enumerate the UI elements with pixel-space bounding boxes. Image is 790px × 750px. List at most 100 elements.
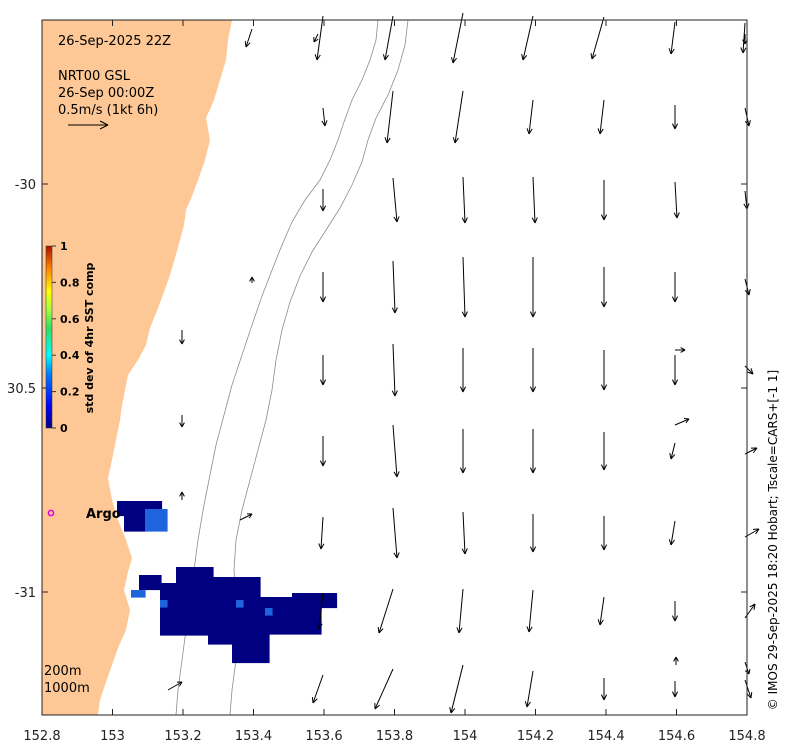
sst-pixel — [247, 633, 255, 641]
current-arrow — [600, 432, 608, 471]
sst-pixel — [238, 607, 246, 615]
sst-pixel — [245, 607, 254, 615]
sst-pixel — [208, 607, 216, 615]
current-arrow — [671, 681, 679, 698]
sst-pixel — [232, 633, 240, 641]
colorbar-tick-label: 1 — [60, 240, 68, 253]
sst-pixel — [208, 577, 216, 585]
sst-pixel — [152, 524, 161, 532]
current-arrow — [743, 190, 750, 210]
product-time-label: 26-Sep 00:00Z — [58, 86, 154, 101]
current-arrow — [451, 12, 464, 64]
y-axis: -30 30.5 -31 — [7, 178, 747, 601]
sst-pixel — [124, 501, 133, 509]
sst-pixel — [167, 598, 176, 606]
current-arrow — [461, 511, 468, 555]
sst-pixel — [261, 627, 270, 635]
sst-pixel — [183, 567, 192, 575]
sst-pixel — [322, 600, 330, 609]
sst-pixel — [139, 509, 147, 517]
sst-pixel — [291, 612, 300, 620]
sst-pixel — [245, 622, 254, 630]
x-tick-label: 152.8 — [23, 729, 60, 744]
current-arrow — [529, 257, 537, 318]
sst-pixel — [314, 593, 323, 601]
sst-pixel — [314, 612, 322, 620]
current-arrow — [314, 15, 324, 61]
sst-pixel — [238, 622, 246, 630]
sst-pixel — [247, 640, 255, 649]
x-tick-label: 153.2 — [164, 729, 201, 744]
sst-pixel — [247, 655, 255, 664]
sst-pixel — [262, 640, 270, 649]
sst-pixel — [253, 584, 261, 593]
sst-pixel — [167, 583, 176, 591]
current-arrow — [461, 176, 468, 224]
sst-pixel — [306, 627, 315, 635]
sst-pixel — [299, 627, 307, 635]
current-arrow — [377, 588, 394, 634]
sst-pixel — [145, 524, 153, 532]
sst-pixel — [147, 501, 155, 509]
current-arrow — [671, 601, 679, 622]
sst-pixel — [154, 501, 163, 509]
sst-pixel — [230, 592, 239, 600]
sst-pixel — [160, 509, 168, 517]
sst-pixel — [254, 619, 262, 628]
sst-pixel — [160, 583, 168, 591]
current-arrow — [179, 415, 185, 428]
sst-pixel — [139, 501, 148, 509]
sst-pixel — [253, 592, 261, 600]
sst-pixel — [175, 590, 183, 599]
current-arrow — [529, 348, 537, 393]
current-arrow — [521, 15, 534, 61]
sst-pixel — [223, 599, 231, 608]
sst-pixel — [160, 516, 168, 525]
sst-pixel — [230, 584, 239, 593]
sst-pixel — [190, 605, 198, 614]
sst-pixel — [215, 637, 224, 645]
sst-pixel — [276, 619, 285, 628]
sst-pixel — [175, 628, 183, 636]
sst-pixel — [329, 593, 338, 601]
sst-pixel — [152, 516, 161, 525]
current-arrow — [597, 99, 605, 135]
sst-pixel — [291, 619, 300, 628]
sst-pixel — [197, 613, 206, 621]
current-arrow — [313, 33, 319, 43]
sst-pixel — [238, 584, 246, 593]
sst-pixel — [152, 509, 161, 517]
current-arrow — [249, 276, 255, 283]
product-label: NRT00 GSL — [58, 69, 131, 84]
y-tick-label: 30.5 — [7, 382, 36, 397]
sst-pixel — [146, 575, 155, 583]
sst-pixel — [154, 582, 162, 591]
sst-pixel — [306, 619, 315, 628]
sst-pixel — [284, 612, 292, 620]
current-arrow — [374, 668, 394, 710]
sst-pixel — [239, 655, 248, 664]
sst-pixel — [197, 583, 206, 591]
sst-pixel — [208, 622, 216, 630]
sst-pixel — [284, 619, 292, 628]
sst-pixel — [269, 597, 277, 605]
sst-pixel — [230, 599, 239, 608]
x-tick-label: 154.2 — [517, 729, 554, 744]
sst-pixel — [232, 640, 240, 649]
x-tick-label: 153.6 — [305, 729, 342, 744]
sst-pixel — [215, 577, 224, 585]
x-tick-label: 154.4 — [587, 729, 624, 744]
sst-pixel — [223, 629, 231, 638]
current-arrow — [675, 347, 686, 353]
sst-pixel — [139, 575, 147, 583]
sst-pixel — [190, 590, 198, 599]
sst-pixel — [197, 620, 206, 629]
sst-pixel — [197, 598, 206, 606]
sst-pixel — [261, 612, 270, 620]
sst-pixel — [191, 574, 199, 583]
sst-stddev-pixels — [117, 501, 338, 664]
current-arrow — [179, 330, 185, 345]
current-arrow — [671, 355, 679, 386]
sst-pixel — [314, 604, 322, 613]
sst-pixel — [230, 614, 239, 623]
